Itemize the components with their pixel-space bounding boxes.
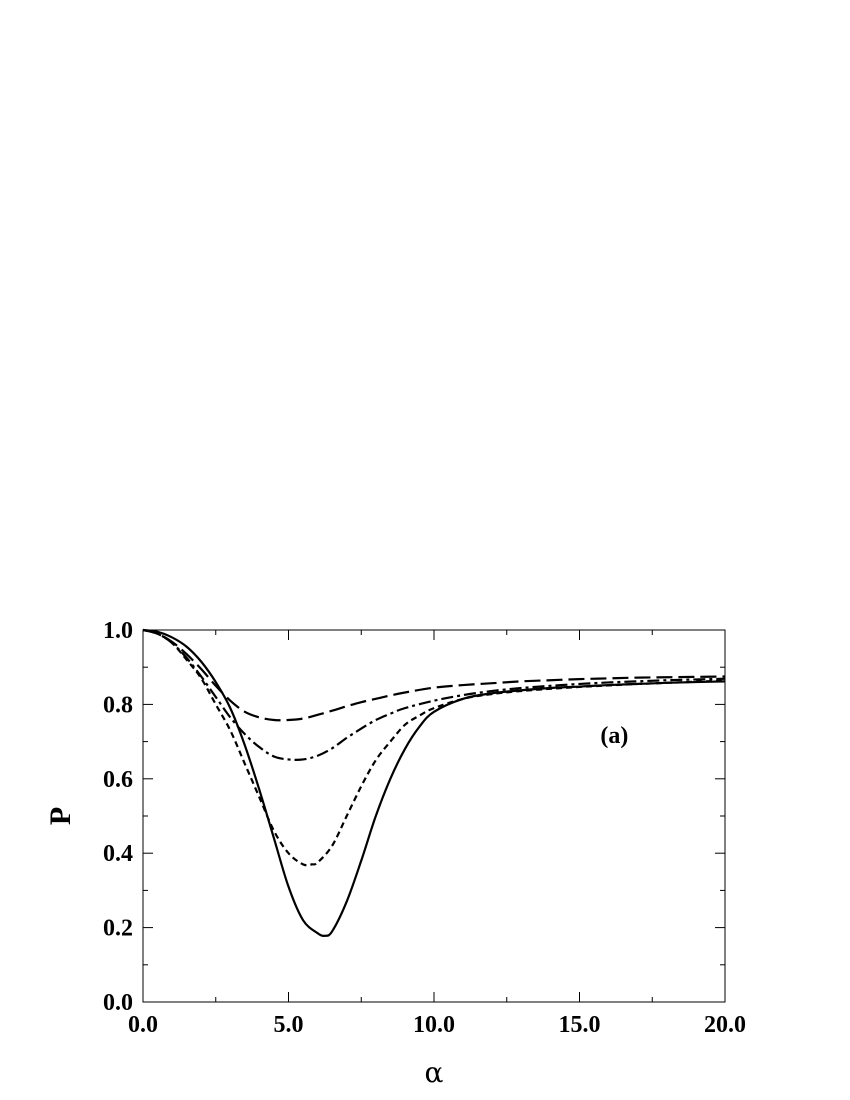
series-lines (142, 628, 726, 937)
x-axis-label: α (425, 1056, 444, 1089)
plot-frame (142, 629, 726, 1003)
y-tick-label: 0.2 (103, 916, 133, 942)
x-tick-label: 20.0 (704, 1012, 746, 1038)
y-tick-label: 0.4 (103, 841, 133, 867)
x-tick-label: 5.0 (274, 1012, 304, 1038)
series-line-dash-dot (142, 628, 726, 761)
y-tick-label: 0.8 (103, 692, 133, 718)
x-minor-ticks (215, 630, 653, 1002)
y-minor-ticks (143, 666, 725, 966)
x-tick-label: 10.0 (413, 1012, 455, 1038)
y-tick-label: 1.0 (103, 618, 133, 644)
series-line-solid (142, 628, 726, 937)
panel-annotation: (a) (600, 723, 628, 749)
y-tick-label: 0.0 (103, 990, 133, 1016)
x-tick-label: 15.0 (559, 1012, 601, 1038)
y-tick-label: 0.6 (103, 767, 133, 793)
y-axis-label: P (44, 807, 77, 825)
y-axis-ticks: 0.0 0.2 0.4 0.6 0.8 1.0 (103, 618, 725, 1016)
x-axis-ticks: 0.0 5.0 10.0 15.0 20.0 (128, 630, 746, 1038)
series-line-dashed-long (142, 628, 726, 722)
x-tick-label: 0.0 (128, 1012, 158, 1038)
series-line-dashed-short (142, 628, 726, 867)
